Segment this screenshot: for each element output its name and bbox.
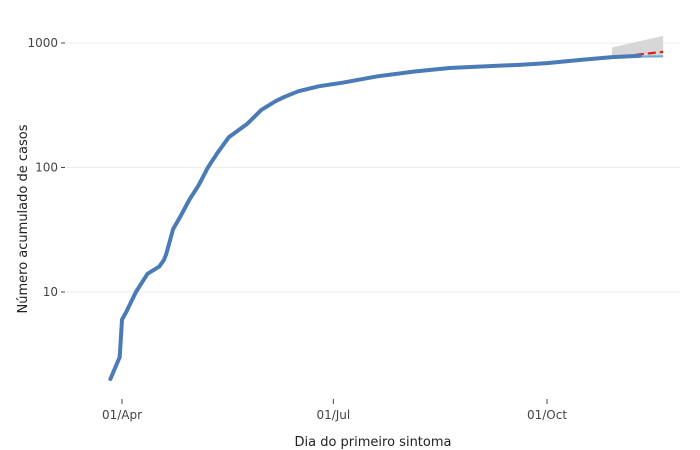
y-tick-label: 10 (43, 285, 58, 299)
gridlines (66, 42, 680, 293)
y-axis: 10 100 1000 (27, 36, 65, 299)
x-tick-label: 01/Oct (527, 408, 567, 422)
y-axis-title: Número acumulado de casos (16, 124, 31, 313)
y-tick-label: 100 (35, 161, 58, 175)
x-tick-label: 01/Apr (102, 408, 142, 422)
x-axis: 01/Apr 01/Jul 01/Oct (102, 399, 567, 422)
observed-cases-line (108, 53, 642, 381)
x-tick-label: 01/Jul (316, 408, 350, 422)
x-axis-title: Dia do primeiro sintoma (295, 435, 452, 450)
series-lines-layer (108, 50, 664, 381)
y-tick-label: 1000 (27, 36, 58, 50)
